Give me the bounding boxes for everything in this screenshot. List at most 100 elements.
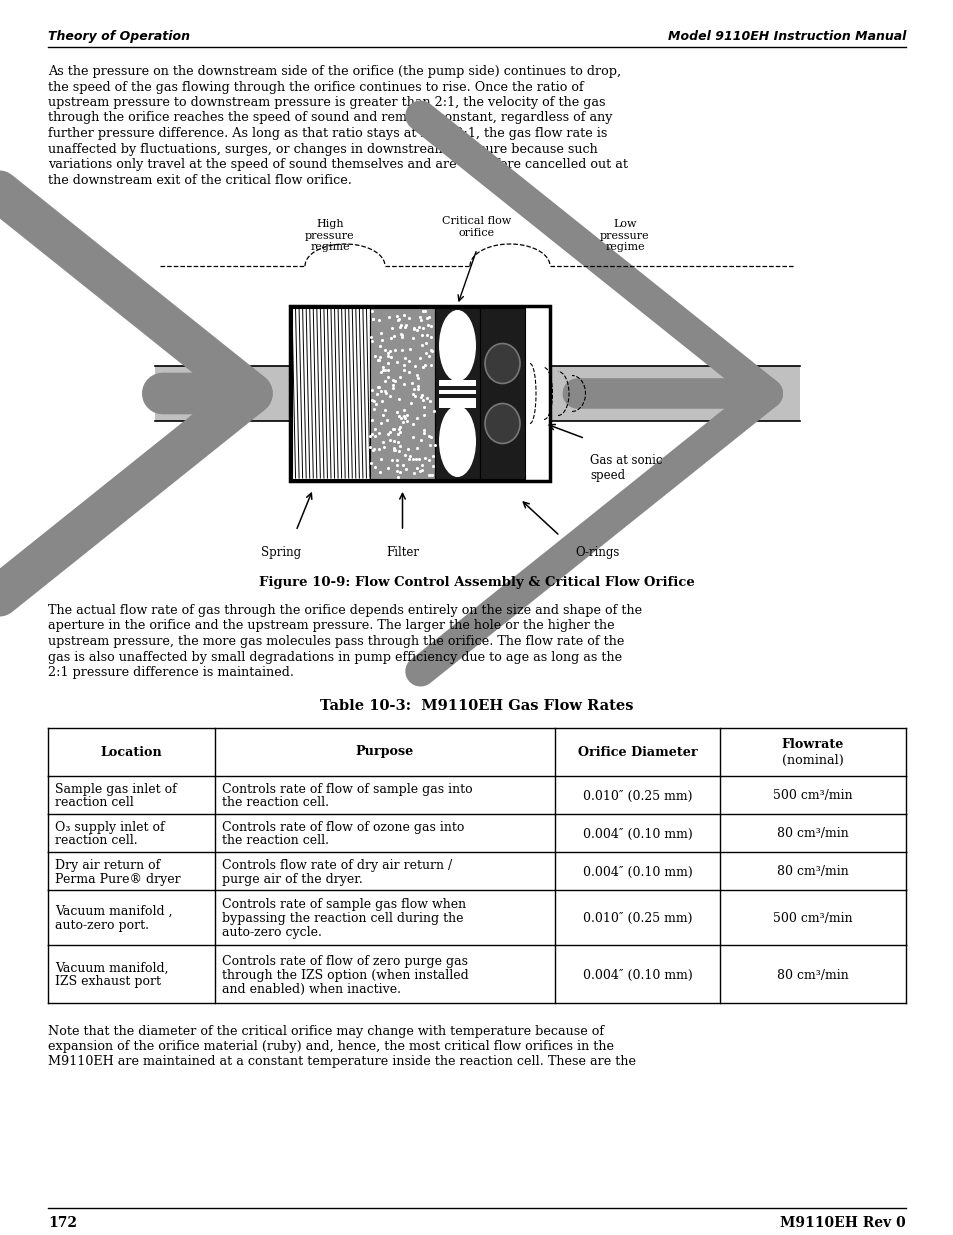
Text: reaction cell: reaction cell: [55, 797, 133, 809]
Point: [365, 309, 380, 329]
Point: [365, 440, 380, 459]
Point: [396, 400, 412, 420]
Text: Low
pressure
regime: Low pressure regime: [599, 219, 649, 252]
Point: [389, 352, 404, 372]
Text: Note that the diameter of the critical orifice may change with temperature becau: Note that the diameter of the critical o…: [48, 1025, 603, 1037]
Point: [383, 327, 398, 347]
Point: [414, 336, 429, 356]
Point: [399, 411, 415, 431]
Point: [362, 426, 377, 446]
Point: [386, 431, 401, 451]
Point: [392, 462, 407, 482]
Text: through the IZS option (when installed: through the IZS option (when installed: [222, 968, 468, 982]
Point: [406, 317, 421, 337]
Point: [381, 430, 396, 450]
Point: [405, 327, 420, 347]
Point: [385, 379, 400, 399]
Text: Model 9110EH Instruction Manual: Model 9110EH Instruction Manual: [667, 30, 905, 43]
Point: [410, 379, 425, 399]
Text: Gas at sonic
speed: Gas at sonic speed: [589, 453, 661, 482]
Text: M9110EH Rev 0: M9110EH Rev 0: [780, 1216, 905, 1230]
Point: [365, 309, 380, 329]
Point: [401, 340, 416, 359]
Text: 2:1 pressure difference is maintained.: 2:1 pressure difference is maintained.: [48, 666, 294, 679]
Text: gas is also unaffected by small degradations in pump efficiency due to age as lo: gas is also unaffected by small degradat…: [48, 651, 621, 663]
Point: [416, 390, 431, 410]
Point: [391, 309, 406, 329]
Point: [404, 373, 419, 393]
Point: [362, 453, 377, 473]
Point: [373, 322, 388, 342]
Text: variations only travel at the speed of sound themselves and are therefore cancel: variations only travel at the speed of s…: [48, 158, 627, 170]
Point: [422, 390, 437, 410]
Text: Figure 10-9: Flow Control Assembly & Critical Flow Orifice: Figure 10-9: Flow Control Assembly & Cri…: [259, 576, 694, 589]
Text: bypassing the reaction cell during the: bypassing the reaction cell during the: [222, 911, 463, 925]
Point: [393, 325, 408, 345]
Text: M9110EH are maintained at a constant temperature inside the reaction cell. These: M9110EH are maintained at a constant tem…: [48, 1056, 636, 1068]
Point: [371, 378, 386, 398]
Text: 0.004″ (0.10 mm): 0.004″ (0.10 mm): [582, 968, 692, 982]
Point: [418, 343, 434, 363]
Point: [416, 398, 432, 417]
Point: [374, 390, 389, 410]
Text: upstream pressure, the more gas molecules pass through the orifice. The flow rat: upstream pressure, the more gas molecule…: [48, 635, 623, 648]
Point: [424, 341, 439, 361]
Point: [396, 408, 412, 427]
Point: [371, 310, 386, 330]
Point: [373, 412, 388, 432]
Point: [363, 390, 378, 410]
Point: [426, 435, 441, 454]
Point: [382, 422, 397, 442]
Text: O₃ supply inlet of: O₃ supply inlet of: [55, 820, 165, 834]
Point: [367, 457, 382, 477]
Point: [423, 327, 438, 347]
Point: [382, 341, 397, 361]
Point: [393, 436, 408, 456]
Text: 0.004″ (0.10 mm): 0.004″ (0.10 mm): [582, 827, 692, 841]
Point: [425, 456, 440, 475]
Bar: [436, 394, 477, 398]
Point: [406, 320, 421, 340]
Point: [380, 346, 395, 366]
Point: [395, 325, 410, 345]
Point: [390, 310, 405, 330]
Point: [366, 399, 381, 419]
Point: [414, 325, 429, 345]
Point: [416, 301, 432, 321]
Point: [370, 377, 385, 396]
Text: Orifice Diameter: Orifice Diameter: [578, 746, 697, 758]
Text: the downstream exit of the critical flow orifice.: the downstream exit of the critical flow…: [48, 173, 352, 186]
Point: [421, 466, 436, 485]
Point: [371, 350, 386, 369]
Point: [407, 385, 422, 405]
Point: [417, 332, 433, 352]
Point: [393, 408, 408, 427]
Point: [410, 368, 425, 388]
Ellipse shape: [438, 310, 476, 382]
Point: [412, 450, 427, 469]
Text: 80 cm³/min: 80 cm³/min: [777, 866, 848, 878]
Point: [395, 354, 411, 374]
Point: [373, 363, 388, 383]
Text: Sample gas inlet of: Sample gas inlet of: [55, 783, 176, 795]
Point: [366, 440, 381, 459]
Point: [373, 462, 388, 482]
Ellipse shape: [484, 343, 519, 384]
Text: Spring: Spring: [261, 546, 301, 559]
Point: [417, 448, 433, 468]
Point: [409, 320, 424, 340]
Text: 0.004″ (0.10 mm): 0.004″ (0.10 mm): [582, 866, 692, 878]
Point: [382, 385, 397, 405]
Text: 0.010″ (0.25 mm): 0.010″ (0.25 mm): [582, 789, 692, 803]
Point: [387, 370, 402, 390]
Ellipse shape: [484, 404, 519, 443]
Text: 80 cm³/min: 80 cm³/min: [777, 968, 848, 982]
Text: Critical flow
orifice: Critical flow orifice: [442, 216, 511, 237]
Point: [406, 379, 421, 399]
Point: [413, 310, 428, 330]
Point: [425, 447, 440, 467]
Point: [389, 461, 404, 480]
Text: Theory of Operation: Theory of Operation: [48, 30, 190, 43]
Point: [364, 410, 379, 430]
Point: [384, 451, 399, 471]
